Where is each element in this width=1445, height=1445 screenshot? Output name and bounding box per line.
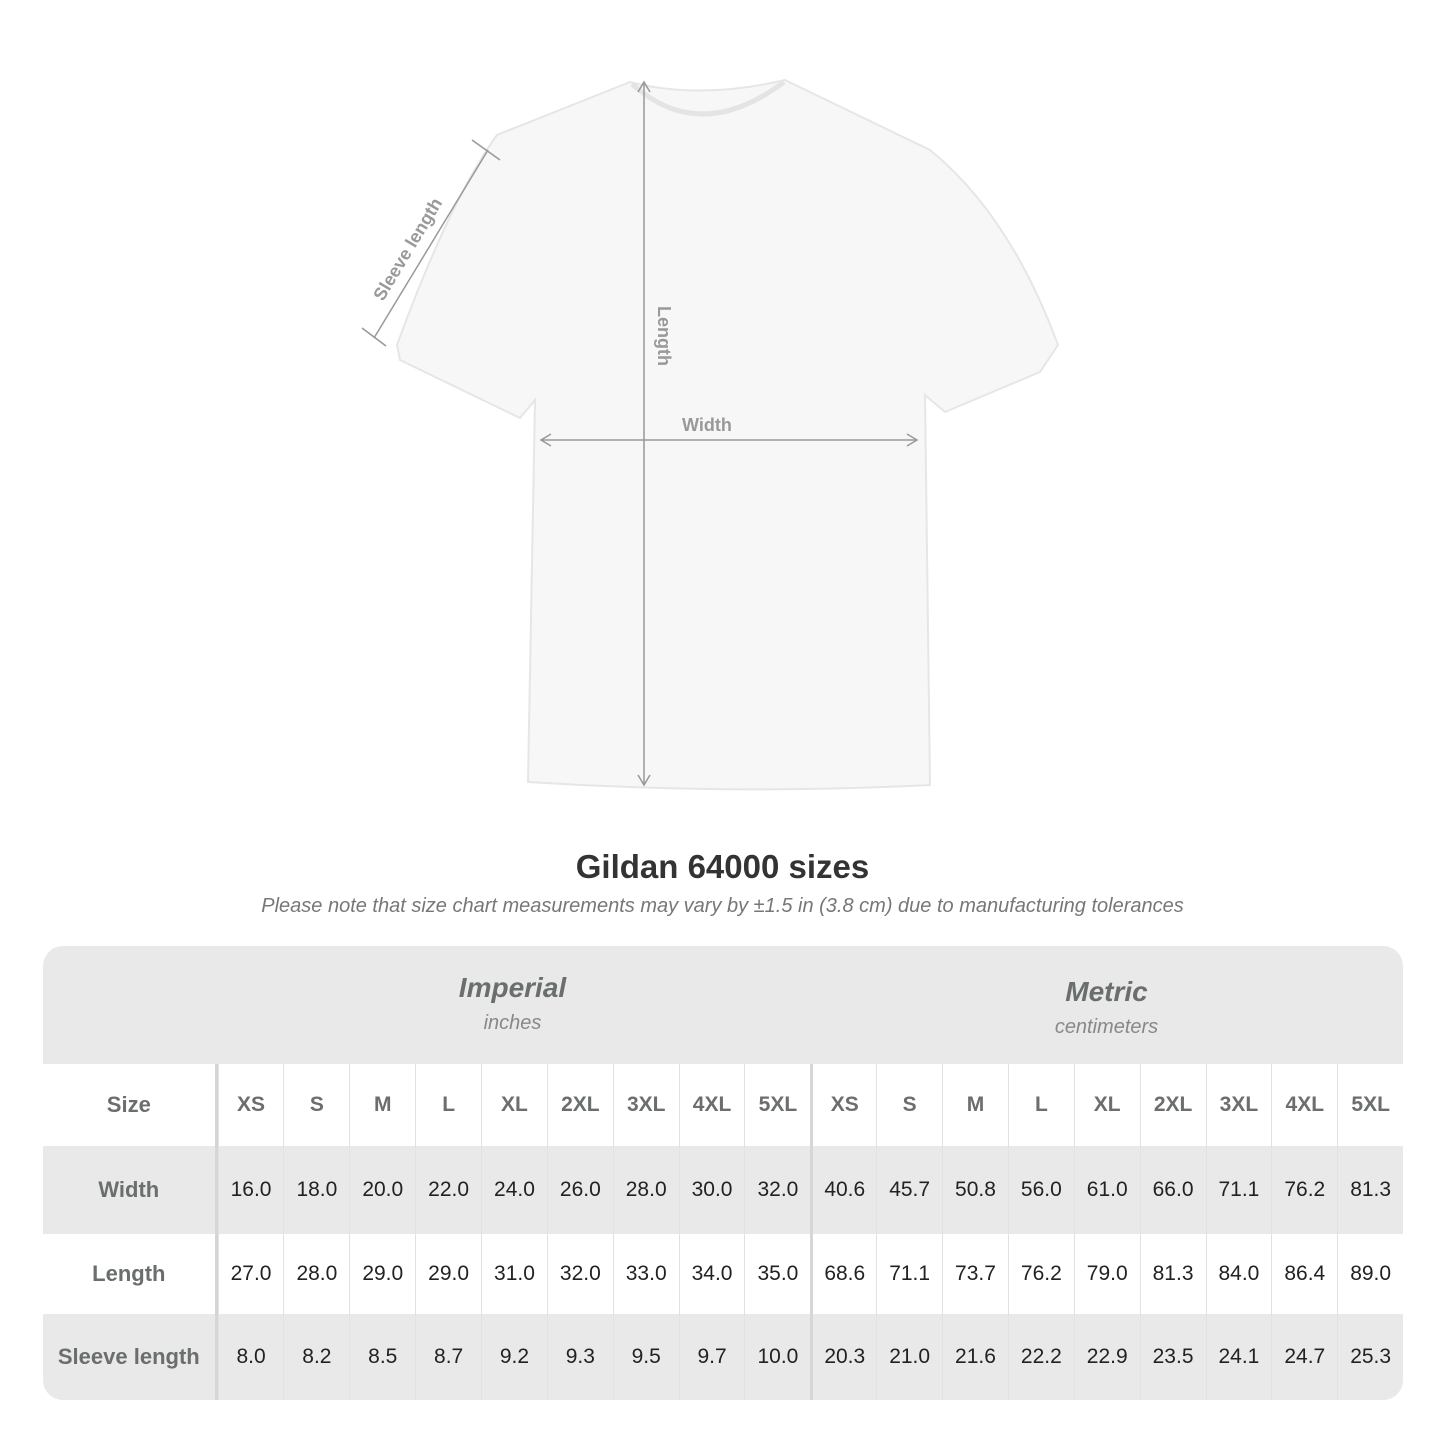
table-row: Sleeve length 8.0 8.2 8.5 8.7 9.2 9.3 9.5 9.7 10.… — [43, 1314, 1403, 1400]
value-cell: 34.0 — [678, 1234, 745, 1314]
value-cell: 23.5 — [1139, 1314, 1206, 1400]
row-label: Sleeve length — [43, 1314, 218, 1400]
value-cell: 79.0 — [1073, 1234, 1140, 1314]
value-cell: 66.0 — [1139, 1146, 1206, 1234]
size-cell: L — [415, 1064, 481, 1146]
value-cell: 20.0 — [349, 1146, 415, 1234]
size-table: Imperial inches Metric centimeters Size X… — [43, 946, 1403, 1400]
value-cell: 22.2 — [1007, 1314, 1074, 1400]
value-cell: 61.0 — [1073, 1146, 1140, 1234]
size-cell: 4XL — [1271, 1064, 1337, 1146]
collar — [630, 79, 786, 117]
value-cell: 86.4 — [1271, 1234, 1337, 1314]
size-cell: 4XL — [678, 1064, 745, 1146]
value-cell: 81.3 — [1139, 1234, 1206, 1314]
row-label: Width — [43, 1146, 218, 1234]
size-cell: XS — [217, 1064, 284, 1146]
value-cell: 84.0 — [1205, 1234, 1272, 1314]
value-cell: 76.2 — [1271, 1146, 1337, 1234]
value-cell: 56.0 — [1007, 1146, 1074, 1234]
value-cell: 40.6 — [810, 1146, 876, 1234]
value-cell: 22.0 — [415, 1146, 481, 1234]
row-label: Length — [43, 1234, 218, 1314]
metric-unit: centimeters — [1054, 1016, 1159, 1038]
size-header-row: Size XS S M L XL 2XL 3XL 4XL 5XL XS S M L XL 2XL 3XL 4XL 5… — [43, 1064, 1403, 1146]
row-label: Size — [43, 1064, 218, 1146]
size-cell: XL — [1073, 1064, 1140, 1146]
value-cell: 32.0 — [546, 1234, 613, 1314]
value-cell: 18.0 — [283, 1146, 349, 1234]
value-cell: 28.0 — [612, 1146, 679, 1234]
page-title: Gildan 64000 sizes — [575, 848, 870, 885]
value-cell: 29.0 — [349, 1234, 415, 1314]
value-cell: 81.3 — [1337, 1146, 1403, 1234]
tshirt-shape — [395, 78, 1060, 791]
imperial-label: Imperial — [458, 972, 567, 1003]
value-cell: 76.2 — [1007, 1234, 1074, 1314]
value-cell: 28.0 — [283, 1234, 349, 1314]
value-cell: 29.0 — [415, 1234, 481, 1314]
imperial-unit: inches — [483, 1012, 542, 1034]
value-cell: 9.5 — [612, 1314, 679, 1400]
value-cell: 24.0 — [481, 1146, 547, 1234]
value-cell: 21.6 — [942, 1314, 1008, 1400]
value-cell: 26.0 — [546, 1146, 613, 1234]
size-cell: L — [1007, 1064, 1074, 1146]
size-cell: XS — [810, 1064, 876, 1146]
size-cell: 2XL — [1139, 1064, 1206, 1146]
size-cell: 3XL — [612, 1064, 679, 1146]
value-cell: 8.0 — [217, 1314, 284, 1400]
value-cell: 35.0 — [744, 1234, 810, 1314]
value-cell: 50.8 — [942, 1146, 1008, 1234]
value-cell: 89.0 — [1337, 1234, 1403, 1314]
table-row: Width 16.0 18.0 20.0 22.0 24.0 26.0 28.0 30.0 32.… — [43, 1146, 1403, 1234]
value-cell: 71.1 — [1205, 1146, 1272, 1234]
size-cell: 2XL — [546, 1064, 613, 1146]
metric-label: Metric — [1065, 976, 1148, 1007]
value-cell: 22.9 — [1073, 1314, 1140, 1400]
size-cell: 3XL — [1205, 1064, 1272, 1146]
value-cell: 31.0 — [481, 1234, 547, 1314]
value-cell: 8.5 — [349, 1314, 415, 1400]
value-cell: 9.2 — [481, 1314, 547, 1400]
value-cell: 33.0 — [612, 1234, 679, 1314]
value-cell: 27.0 — [217, 1234, 284, 1314]
size-cell: XL — [481, 1064, 547, 1146]
table-row: Length 27.0 28.0 29.0 29.0 31.0 32.0 33.0 34.0 35… — [43, 1234, 1403, 1314]
value-cell: 73.7 — [942, 1234, 1008, 1314]
metric-header: Metric centimeters — [810, 946, 1403, 1094]
value-cell: 9.7 — [678, 1314, 745, 1400]
value-cell: 25.3 — [1337, 1314, 1403, 1400]
value-cell: 24.7 — [1271, 1314, 1337, 1400]
tshirt-diagram: Sleeve length Length Width — [361, 78, 1060, 791]
value-cell: 20.3 — [810, 1314, 876, 1400]
value-cell: 32.0 — [744, 1146, 810, 1234]
length-label: Length — [654, 306, 674, 366]
value-cell: 21.0 — [876, 1314, 942, 1400]
value-cell: 24.1 — [1205, 1314, 1272, 1400]
size-cell: 5XL — [744, 1064, 810, 1146]
value-cell: 8.2 — [283, 1314, 349, 1400]
value-cell: 9.3 — [546, 1314, 613, 1400]
value-cell: 45.7 — [876, 1146, 942, 1234]
tolerance-note: Please note that size chart measurements… — [261, 895, 1184, 917]
size-cell: S — [283, 1064, 349, 1146]
value-cell: 8.7 — [415, 1314, 481, 1400]
size-cell: S — [876, 1064, 942, 1146]
width-label: Width — [682, 415, 732, 435]
value-cell: 68.6 — [810, 1234, 876, 1314]
value-cell: 10.0 — [744, 1314, 810, 1400]
value-cell: 16.0 — [217, 1146, 284, 1234]
size-cell: M — [942, 1064, 1008, 1146]
size-cell: M — [349, 1064, 415, 1146]
size-cell: 5XL — [1337, 1064, 1403, 1146]
value-cell: 30.0 — [678, 1146, 745, 1234]
value-cell: 71.1 — [876, 1234, 942, 1314]
imperial-header: Imperial inches — [215, 946, 810, 1090]
measure-lines — [361, 80, 919, 787]
